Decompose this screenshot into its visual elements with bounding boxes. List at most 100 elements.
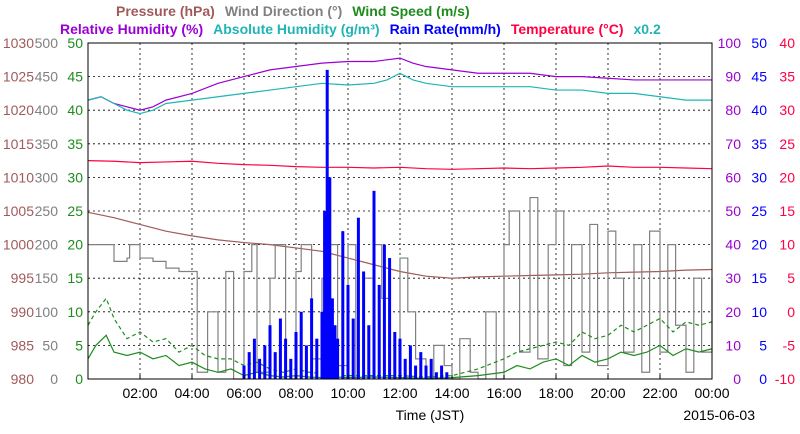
y-tick-label: 300 bbox=[35, 169, 59, 185]
rain-bar bbox=[299, 311, 303, 379]
y-tick-label: 40 bbox=[67, 102, 83, 118]
rain-bar bbox=[268, 325, 272, 379]
rain-bar bbox=[330, 298, 334, 379]
y-tick-label: 30 bbox=[67, 169, 83, 185]
y-tick-label: 400 bbox=[35, 102, 59, 118]
y-tick-label: 985 bbox=[11, 337, 35, 353]
rain-bar bbox=[278, 318, 282, 379]
rain-bar bbox=[252, 338, 256, 379]
x-tick-label: 08:00 bbox=[278, 385, 313, 401]
y-tick-label: 40 bbox=[779, 35, 795, 51]
y-tick-label: 35 bbox=[67, 136, 83, 152]
rain-bar bbox=[320, 311, 324, 379]
rain-bar bbox=[304, 345, 308, 379]
rain-bar bbox=[393, 331, 397, 379]
x-axis-ticks: 02:00 04:00 06:00 08:00 10:00 12:00 14:00 16:00… bbox=[122, 375, 730, 401]
y-tick-label: 25 bbox=[751, 203, 767, 219]
rain-bar bbox=[362, 271, 366, 379]
y-tick-label: 20 bbox=[751, 237, 767, 253]
y-tick-label: 990 bbox=[11, 304, 35, 320]
rain-bar bbox=[294, 331, 298, 379]
rain-bar bbox=[351, 318, 355, 379]
series-line bbox=[87, 72, 712, 115]
y-tick-label: 35 bbox=[779, 69, 795, 85]
rain-bar bbox=[424, 365, 428, 379]
y-tick-label: 10 bbox=[67, 304, 83, 320]
rain-bar bbox=[434, 372, 438, 379]
rain-bar bbox=[273, 352, 277, 379]
legend-entry: x0.2 bbox=[634, 21, 661, 37]
y-tick-label: 50 bbox=[67, 35, 83, 51]
y-tick-label: 0 bbox=[787, 304, 795, 320]
rain-bar bbox=[398, 338, 402, 379]
y-tick-label: 15 bbox=[751, 270, 767, 286]
rain-bar bbox=[310, 298, 314, 379]
y-tick-label: 30 bbox=[779, 102, 795, 118]
legend-entry: Absolute Humidity (g/m³) bbox=[213, 21, 379, 37]
y-tick-label: 20 bbox=[67, 237, 83, 253]
y-tick-label: 35 bbox=[751, 136, 767, 152]
rain-bar bbox=[403, 358, 407, 379]
series-line bbox=[88, 196, 713, 380]
y-tick-label: 150 bbox=[35, 270, 59, 286]
rain-bar bbox=[429, 358, 433, 379]
rain-bar bbox=[356, 217, 360, 379]
rain-bar bbox=[315, 338, 319, 379]
y-tick-label: 1025 bbox=[3, 69, 34, 85]
x-tick-label: 18:00 bbox=[538, 385, 573, 401]
y-tick-label: 5 bbox=[75, 337, 83, 353]
plot-area bbox=[87, 57, 713, 380]
series-line bbox=[87, 160, 713, 170]
y-tick-label: 10 bbox=[725, 337, 741, 353]
legend-entry: Wind Direction (°) bbox=[225, 3, 342, 19]
rain-bar bbox=[263, 345, 267, 379]
rain-bar bbox=[284, 338, 288, 379]
legend-entry: Wind Speed (m/s) bbox=[352, 3, 469, 19]
y-tick-label: 25 bbox=[67, 203, 83, 219]
y-tick-label: 200 bbox=[35, 237, 59, 253]
y-tick-label: 80 bbox=[725, 102, 741, 118]
rain-bar bbox=[325, 69, 329, 379]
rain-bar bbox=[372, 190, 376, 379]
rain-bar bbox=[419, 352, 423, 379]
x-tick-label: 14:00 bbox=[434, 385, 469, 401]
x-tick-label: 10:00 bbox=[330, 385, 365, 401]
y-tick-label: 60 bbox=[725, 169, 741, 185]
x-tick-label: 04:00 bbox=[174, 385, 209, 401]
legend-row-secondary: Relative Humidity (%) Absolute Humidity (… bbox=[60, 21, 661, 37]
y-tick-label: 995 bbox=[11, 270, 35, 286]
series-line bbox=[87, 334, 713, 379]
y-tick-label: 40 bbox=[751, 102, 767, 118]
y-tick-label: 980 bbox=[11, 371, 35, 387]
rain-bar bbox=[414, 365, 418, 379]
series-line bbox=[87, 57, 712, 111]
legend-entry: Pressure (hPa) bbox=[116, 3, 215, 19]
y-tick-label: 90 bbox=[725, 69, 741, 85]
y-tick-label: 45 bbox=[67, 69, 83, 85]
y-tick-label: 15 bbox=[67, 270, 83, 286]
rain-bar bbox=[377, 284, 381, 379]
y-tick-label: 30 bbox=[751, 169, 767, 185]
rain-bar bbox=[367, 325, 371, 379]
y-tick-label: 450 bbox=[35, 69, 59, 85]
rain-bar bbox=[258, 358, 262, 379]
y-tick-label: 50 bbox=[725, 203, 741, 219]
rain-bar bbox=[341, 231, 345, 379]
y-tick-label: 1030 bbox=[3, 35, 34, 51]
x-tick-label: 22:00 bbox=[642, 385, 677, 401]
rain-bar bbox=[247, 352, 251, 379]
rain-bar bbox=[289, 358, 293, 379]
rain-bar bbox=[388, 258, 392, 379]
y-tick-label: 25 bbox=[779, 136, 795, 152]
y-tick-label: 500 bbox=[35, 35, 59, 51]
y-tick-label: 70 bbox=[725, 136, 741, 152]
y-tick-label: 30 bbox=[725, 270, 741, 286]
y-tick-label: 20 bbox=[779, 169, 795, 185]
y-tick-label: 1015 bbox=[3, 136, 34, 152]
y-tick-label: 1005 bbox=[3, 203, 34, 219]
x-tick-label: 00:00 bbox=[694, 385, 729, 401]
left-axes: 9809859909951000100510101015102010251030… bbox=[3, 35, 83, 387]
x-tick-label: 12:00 bbox=[382, 385, 417, 401]
y-tick-label: 0 bbox=[759, 371, 767, 387]
